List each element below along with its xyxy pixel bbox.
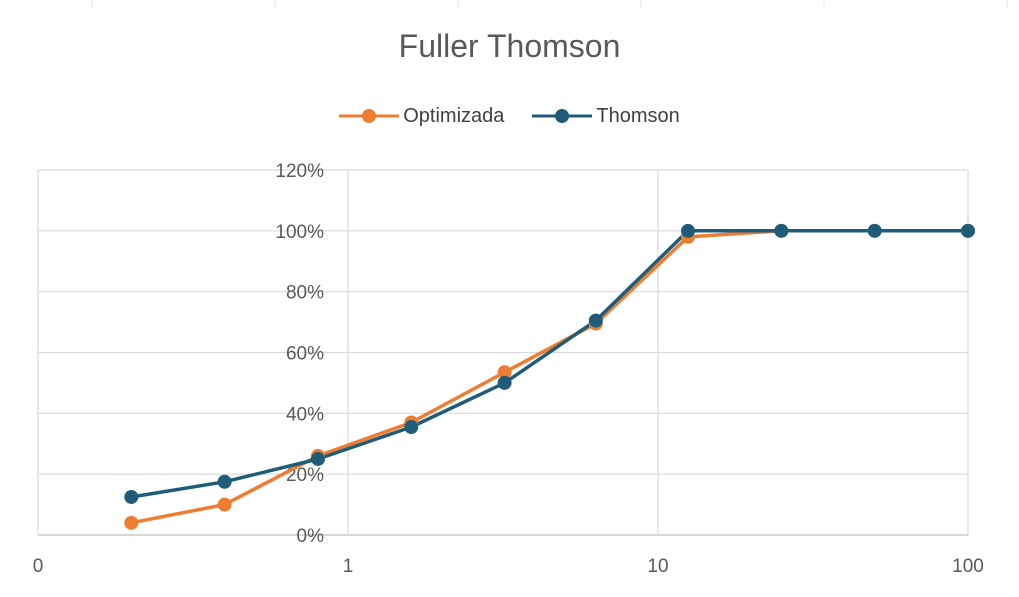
x-axis-tick-labels: 0 1 10 100 (33, 556, 984, 577)
series-lines (130, 229, 968, 525)
y-tick-label: 60% (286, 344, 324, 365)
legend-item-optimizada: Optimizada (339, 102, 504, 130)
y-axis-tick-labels: 0% 20% 40% 60% 80% 100% 120% (275, 161, 324, 547)
y-tick-label: 0% (297, 526, 325, 547)
y-tick-label: 120% (275, 161, 324, 182)
chart-title: Fuller Thomson (398, 28, 621, 64)
data-point-thomson (588, 313, 603, 328)
data-point-optimizada (124, 515, 139, 530)
series-line-thomson (131, 229, 968, 499)
data-point-thomson (867, 223, 882, 238)
legend-marker-thomson (532, 109, 593, 123)
chart-legend: Optimizada Thomson (0, 102, 1019, 130)
data-point-thomson (681, 223, 696, 238)
x-tick-label: 10 (647, 556, 668, 577)
legend-item-thomson: Thomson (532, 102, 680, 130)
x-tick-label: 1 (343, 556, 354, 577)
data-point-optimizada (497, 365, 512, 380)
legend-label-thomson: Thomson (596, 104, 680, 127)
y-tick-label: 40% (286, 404, 324, 425)
data-point-thomson (497, 375, 512, 390)
data-point-thomson (217, 474, 232, 489)
y-tick-label: 100% (275, 222, 324, 243)
data-point-thomson (961, 223, 975, 238)
data-point-thomson (404, 420, 419, 435)
data-point-thomson (124, 489, 139, 504)
series-points (124, 223, 975, 530)
data-point-thomson (310, 451, 325, 466)
series-line-optimizada (130, 229, 968, 525)
y-tick-label: 20% (286, 465, 324, 486)
legend-label-optimizada: Optimizada (403, 104, 505, 127)
data-point-optimizada (217, 497, 232, 512)
y-tick-label: 80% (286, 283, 324, 304)
legend-marker-optimizada (339, 109, 400, 123)
data-point-thomson (774, 223, 789, 238)
x-tick-label: 0 (33, 556, 44, 577)
gridlines (37, 169, 969, 536)
x-tick-label: 100 (952, 556, 984, 577)
